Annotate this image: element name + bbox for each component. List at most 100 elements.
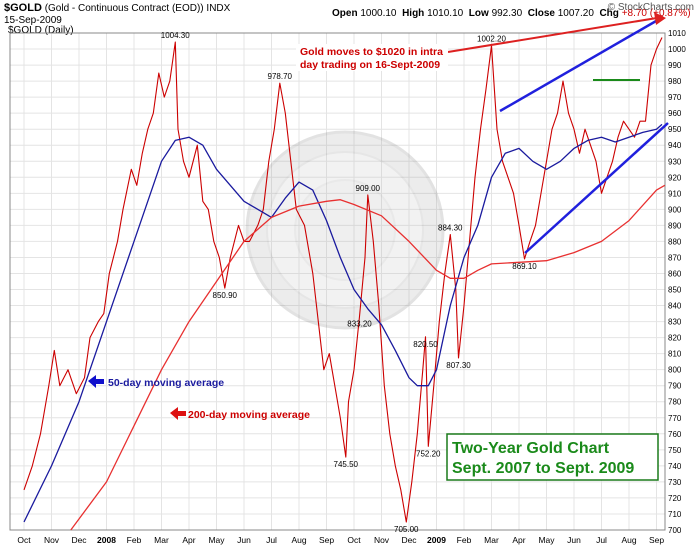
y-tick-label: 790 [668, 382, 682, 391]
ma50-series-line [23, 123, 663, 523]
ma200-label: 200-day moving average [188, 409, 310, 421]
x-tick-label: Feb [127, 535, 142, 545]
exchange: INDX [206, 3, 231, 14]
point-value-label: 1002.20 [477, 35, 506, 44]
point-value-label: 752.20 [416, 449, 441, 458]
x-tick-label: Jun [237, 535, 251, 545]
low-label: Low [468, 8, 489, 19]
y-tick-label: 980 [668, 77, 682, 86]
x-tick-label: Apr [512, 535, 525, 545]
x-tick-label: Jul [596, 535, 607, 545]
y-tick-label: 810 [668, 350, 682, 359]
y-tick-label: 800 [668, 366, 682, 375]
ma50-label: 50-day moving average [108, 377, 224, 389]
x-tick-label: Aug [621, 535, 636, 545]
y-tick-label: 910 [668, 189, 682, 198]
x-tick-label: Dec [401, 535, 417, 545]
lower-trendline [524, 122, 669, 254]
y-tick-label: 860 [668, 269, 682, 278]
x-tick-label: 2008 [97, 535, 116, 545]
y-tick-label: 940 [668, 141, 682, 150]
y-tick-label: 850 [668, 286, 682, 295]
price-series-line [23, 37, 663, 523]
news-pointer-arrow [654, 12, 666, 25]
point-value-label: 807.30 [446, 361, 471, 370]
x-tick-label: Dec [71, 535, 87, 545]
y-tick-label: 770 [668, 414, 682, 423]
y-tick-label: 720 [668, 494, 682, 503]
point-value-label: 745.50 [334, 460, 359, 469]
x-tick-label: Mar [154, 535, 169, 545]
x-tick-label: Nov [374, 535, 390, 545]
y-tick-label: 1010 [668, 29, 686, 38]
open-label: Open [332, 8, 358, 19]
x-tick-label: Feb [457, 535, 472, 545]
y-tick-label: 970 [668, 93, 682, 102]
x-tick-label: Sep [649, 535, 664, 545]
upper-trendline [499, 15, 664, 113]
y-tick-label: 820 [668, 334, 682, 343]
news-line-1: Gold moves to $1020 in intra [300, 46, 443, 58]
news-pointer-line [447, 16, 664, 53]
news-line-2: day trading on 16-Sept-2009 [300, 59, 440, 71]
y-tick-label: 840 [668, 302, 682, 311]
y-axis: 700 710 720 730 740 750 760 770 780 790 800 810 820 8… [668, 29, 686, 535]
x-tick-label: Mar [484, 535, 499, 545]
symbol-name: (Gold - Continuous Contract (EOD)) [44, 3, 204, 14]
x-tick-label: Sep [319, 535, 334, 545]
point-value-label: 909.00 [356, 184, 381, 193]
point-value-label: 850.90 [213, 291, 238, 300]
y-tick-label: 830 [668, 318, 682, 327]
y-tick-label: 710 [668, 510, 682, 519]
point-value-label: 869.10 [512, 262, 537, 271]
high-label: High [402, 8, 425, 19]
y-tick-label: 700 [668, 526, 682, 535]
news-box [296, 44, 448, 71]
x-tick-label: 2009 [427, 535, 446, 545]
title-box-line-2: Sept. 2007 to Sept. 2009 [452, 460, 634, 477]
ma200-arrow-icon [170, 407, 186, 420]
y-tick-label: 1000 [668, 45, 686, 54]
open-value: 1000.10 [360, 8, 397, 19]
point-value-label: 978.70 [268, 72, 293, 81]
y-tick-label: 880 [668, 237, 682, 246]
point-value-label: 705.00 [394, 525, 419, 534]
title-box [446, 433, 659, 481]
point-value-label: 820.50 [413, 340, 438, 349]
x-tick-label: Apr [182, 535, 195, 545]
series-label: $GOLD (Daily) [8, 25, 74, 36]
x-axis: Oct Nov Dec 2008 Feb Mar Apr May Jun Jul Aug Sep Oct… [17, 535, 664, 545]
y-tick-label: 730 [668, 478, 682, 487]
y-tick-label: 870 [668, 253, 682, 262]
watermark-coin [245, 130, 445, 330]
y-tick-label: 930 [668, 157, 682, 166]
point-value-label: 1004.30 [161, 31, 190, 40]
y-tick-label: 960 [668, 109, 682, 118]
y-tick-label: 920 [668, 173, 682, 182]
news-annotation: Gold moves to $1020 in intra day trading… [300, 46, 446, 71]
plot-frame [9, 32, 666, 531]
y-tick-label: 890 [668, 221, 682, 230]
y-tick-label: 900 [668, 205, 682, 214]
y-tick-label: 740 [668, 462, 682, 471]
point-labels: 1004.30 850.90 978.70 909.00 833.20 745.50 705… [161, 31, 537, 534]
y-tick-label: 760 [668, 430, 682, 439]
y-tick-label: 780 [668, 398, 682, 407]
point-value-label: 833.20 [347, 319, 372, 328]
x-tick-label: Jul [266, 535, 277, 545]
x-tick-label: May [538, 535, 555, 545]
x-tick-label: Aug [291, 535, 306, 545]
x-tick-label: Oct [347, 535, 361, 545]
point-value-label: 884.30 [438, 224, 463, 233]
y-tick-label: 750 [668, 446, 682, 455]
y-tick-label: 950 [668, 125, 682, 134]
series-group [23, 37, 666, 531]
y-tick-label: 990 [668, 61, 682, 70]
close-label: Close [527, 8, 555, 19]
low-value: 992.30 [491, 8, 523, 19]
brand: © StockCharts.com [607, 2, 694, 13]
x-tick-label: Oct [17, 535, 31, 545]
x-tick-label: Jun [567, 535, 581, 545]
ma200-series-line [70, 184, 666, 531]
